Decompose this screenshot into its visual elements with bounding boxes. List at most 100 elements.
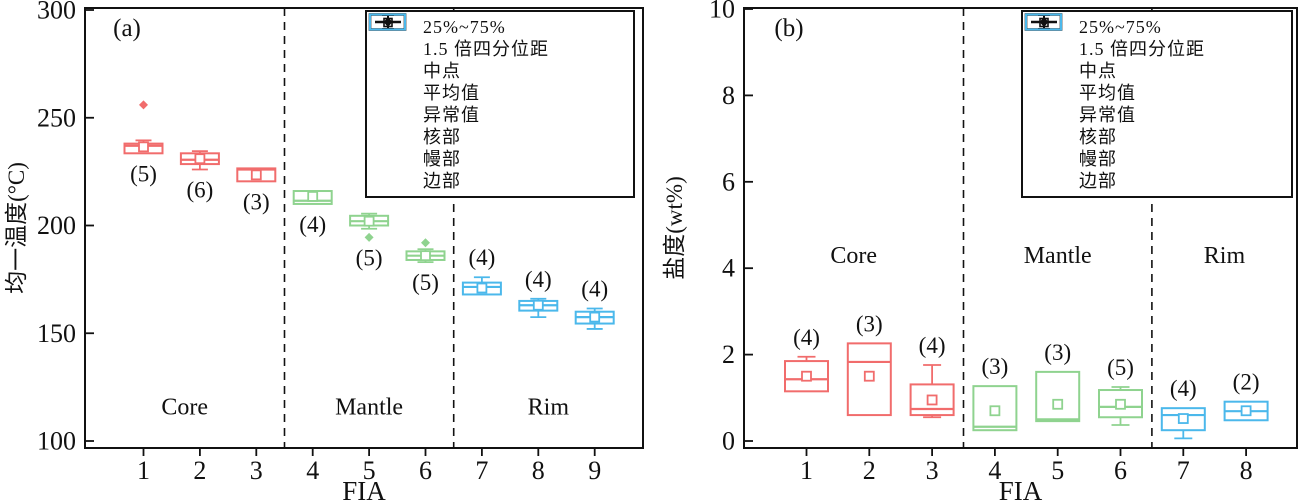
zone-label-rim: Rim xyxy=(1204,243,1246,269)
legend-item-label: 幔部 xyxy=(1079,149,1117,169)
outlier-diamond-icon xyxy=(1039,17,1049,27)
legend-item-mean-square: 平均值 xyxy=(1023,17,1291,104)
mean-marker xyxy=(1240,405,1252,417)
x-tick-label: 9 xyxy=(588,456,601,485)
legend-item-mean-square: 平均值 xyxy=(367,17,633,104)
mean-marker xyxy=(589,311,601,323)
outlier-marker xyxy=(139,100,148,110)
x-tick-label: 4 xyxy=(306,456,319,485)
count-label: (3) xyxy=(1044,340,1071,365)
mean-marker xyxy=(863,370,875,382)
y-tick-label: 6 xyxy=(722,167,735,196)
zone-label-mantle: Mantle xyxy=(335,395,403,421)
x-tick-label: 5 xyxy=(1051,456,1064,485)
x-tick-label: 1 xyxy=(137,456,150,485)
box-plot-fia-2: (3) xyxy=(846,311,892,417)
y-tick-label: 4 xyxy=(722,254,735,283)
legend-item-label: 异常值 xyxy=(1079,105,1136,125)
mean-marker xyxy=(363,215,375,227)
count-label: (6) xyxy=(186,177,213,202)
x-tick-label: 2 xyxy=(863,456,876,485)
y-tick-label: 10 xyxy=(709,0,735,24)
y-tick-label: 150 xyxy=(37,319,76,348)
legend-item-label: 异常值 xyxy=(423,105,480,125)
count-label: (2) xyxy=(1233,370,1260,395)
mean-marker xyxy=(989,405,1001,417)
mean-marker xyxy=(1177,413,1189,424)
x-tick-label: 5 xyxy=(363,456,376,485)
count-label: (4) xyxy=(919,333,946,358)
box-plot-fia-8: (2) xyxy=(1223,370,1269,422)
count-label: (5) xyxy=(412,270,439,295)
x-axis-title: FIA xyxy=(342,476,386,504)
box-plot-fia-7: (4) xyxy=(461,245,502,296)
count-label: (5) xyxy=(356,245,383,270)
y-tick-label: 0 xyxy=(722,427,735,456)
legend-item-label: 1.5 倍四分位距 xyxy=(423,39,549,59)
panel-label: (b) xyxy=(774,15,803,42)
legend-item-median-line: 中点 xyxy=(367,20,633,82)
y-axis-title: 盐度(wt%) xyxy=(662,176,687,279)
mean-marker xyxy=(476,282,488,294)
box-plot-fia-8: (4) xyxy=(518,267,559,318)
legend-item-outlier-diamond: 异常值 xyxy=(367,17,633,126)
y-tick-label: 200 xyxy=(37,211,76,240)
box-plot-fia-4: (4) xyxy=(292,190,333,237)
legend-item-core-box: 核部 xyxy=(1023,13,1291,148)
mean-marker xyxy=(138,141,149,153)
count-label: (5) xyxy=(1107,355,1134,380)
mean-marker xyxy=(1115,398,1126,410)
mean-marker xyxy=(194,153,206,165)
count-label: (4) xyxy=(581,276,608,301)
zone-label-rim: Rim xyxy=(528,395,570,421)
x-axis-title: FIA xyxy=(999,476,1043,504)
box-plot-fia-5: (5) xyxy=(349,212,390,270)
x-tick-label: 3 xyxy=(250,456,263,485)
legend-item-label: 核部 xyxy=(1079,127,1117,147)
x-tick-label: 7 xyxy=(475,456,488,485)
count-label: (4) xyxy=(1170,376,1197,401)
legend-item-outlier-diamond: 异常值 xyxy=(1023,17,1291,126)
legend-item-label: 25%~75% xyxy=(423,17,506,37)
legend-item-label: 边部 xyxy=(423,171,461,191)
outlier-marker xyxy=(364,232,374,242)
legend-item-rim-box: 边部 xyxy=(1023,13,1291,192)
y-tick-label: 2 xyxy=(722,340,735,369)
legend-item-core-box: 核部 xyxy=(367,13,633,148)
x-tick-label: 7 xyxy=(1177,456,1190,485)
legend-item-rim-box: 边部 xyxy=(367,13,633,192)
plot-frame xyxy=(84,7,644,449)
box-plot-fia-6: (5) xyxy=(405,238,446,295)
x-tick-label: 6 xyxy=(1114,456,1127,485)
legend-item-label: 25%~75% xyxy=(1079,17,1162,37)
legend-item-label: 平均值 xyxy=(1079,83,1136,103)
box-plot-fia-1: (5) xyxy=(123,100,164,186)
legend-item-whisker: 1.5 倍四分位距 xyxy=(367,14,633,60)
count-label: (4) xyxy=(299,212,326,237)
x-tick-label: 8 xyxy=(532,456,545,485)
zone-label-core: Core xyxy=(161,395,208,421)
legend-panel-b: 25%~75% 1.5 倍四分位距 中点 平均值 异常值 核部 幔部 边部 xyxy=(1021,10,1293,198)
box-plot-fia-3: (3) xyxy=(236,167,277,214)
legend-item-label: 中点 xyxy=(1079,61,1117,81)
mean-marker xyxy=(532,299,544,311)
x-tick-label: 6 xyxy=(419,456,432,485)
zone-label-mantle: Mantle xyxy=(1024,243,1092,269)
legend-item-label: 核部 xyxy=(423,127,461,147)
mean-marker xyxy=(250,169,262,181)
legend-item-label: 中点 xyxy=(423,61,461,81)
count-label: (3) xyxy=(981,354,1008,379)
x-tick-label: 3 xyxy=(926,456,939,485)
x-tick-label: 8 xyxy=(1240,456,1253,485)
mean-marker xyxy=(1052,398,1064,410)
box-plot-fia-7: (4) xyxy=(1160,376,1206,440)
x-tick-label: 4 xyxy=(988,456,1001,485)
x-tick-label: 2 xyxy=(193,456,206,485)
legend-panel-a: 25%~75% 1.5 倍四分位距 中点 平均值 异常值 核部 幔部 边部 xyxy=(365,10,635,198)
chart-panel-a: 100 150 200 250 300 1 2 3 4 5 6 7 8 9 FIA 均一温度(°C) (a) Co… xyxy=(4,0,644,504)
iqr-box xyxy=(1035,370,1081,423)
y-tick-label: 300 xyxy=(37,0,76,25)
count-label: (4) xyxy=(793,325,820,350)
